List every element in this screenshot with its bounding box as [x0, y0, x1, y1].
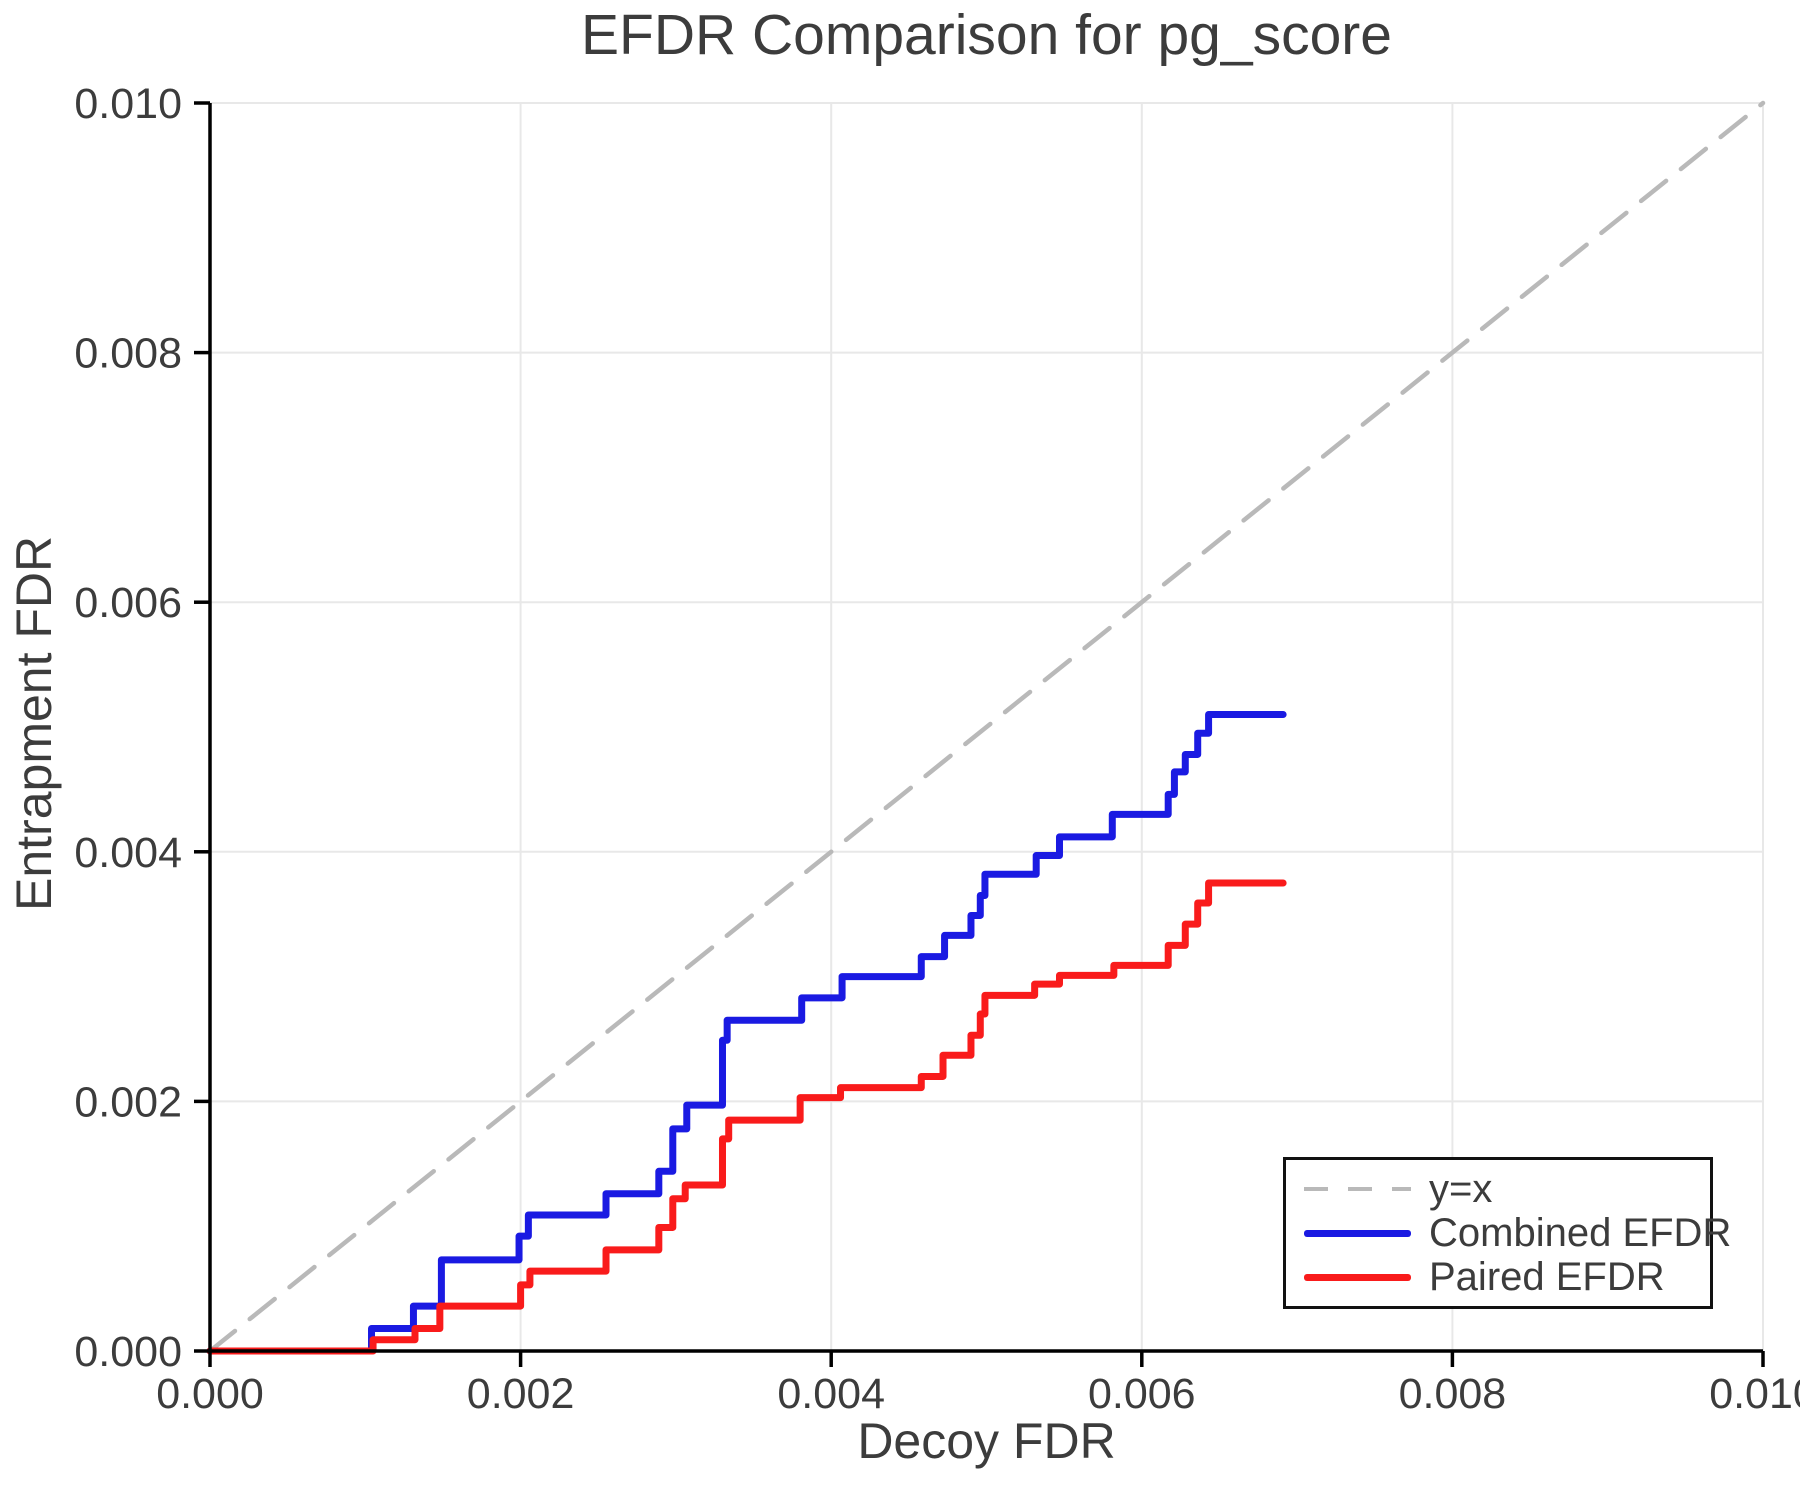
series-paired-efdr: [206, 879, 1287, 1355]
x-tick-label: 0.004: [777, 1370, 885, 1418]
y-tick-label: 0.004: [74, 829, 182, 877]
y-tick-label: 0.006: [74, 579, 182, 627]
series-combined-efdr: [206, 711, 1287, 1355]
y-axis-title: Entrapment FDR: [6, 535, 62, 911]
x-tick-label: 0.006: [1088, 1370, 1196, 1418]
chart-title: EFDR Comparison for pg_score: [581, 3, 1392, 67]
x-tick-label: 0.010: [1709, 1370, 1800, 1418]
y-tick-label: 0.002: [74, 1078, 182, 1126]
y-tick-label: 0.010: [74, 80, 182, 128]
y-tick-label: 0.008: [74, 330, 182, 378]
legend-entry-combined-efdr: Combined EFDR: [1304, 1212, 1731, 1254]
legend-label-paired-efdr: Paired EFDR: [1429, 1255, 1665, 1299]
x-tick-label: 0.008: [1399, 1370, 1507, 1418]
legend-line-sample-blue: [1304, 1229, 1411, 1237]
legend-label-yx: y=x: [1429, 1167, 1493, 1211]
x-tick-label: 0.000: [156, 1370, 264, 1418]
legend: y=x Combined EFDR Paired EFDR: [1283, 1157, 1731, 1309]
legend-line-sample-red: [1304, 1273, 1411, 1281]
legend-entry-yx: y=x: [1304, 1168, 1692, 1210]
y-tick-label: 0.000: [74, 1328, 182, 1376]
x-tick-label: 0.002: [467, 1370, 575, 1418]
legend-line-sample-dashed: [1304, 1187, 1411, 1191]
legend-label-combined-efdr: Combined EFDR: [1429, 1211, 1732, 1255]
x-axis-title: Decoy FDR: [857, 1413, 1116, 1469]
legend-entry-paired-efdr: Paired EFDR: [1304, 1256, 1692, 1298]
series-y-x: [207, 100, 1766, 1354]
